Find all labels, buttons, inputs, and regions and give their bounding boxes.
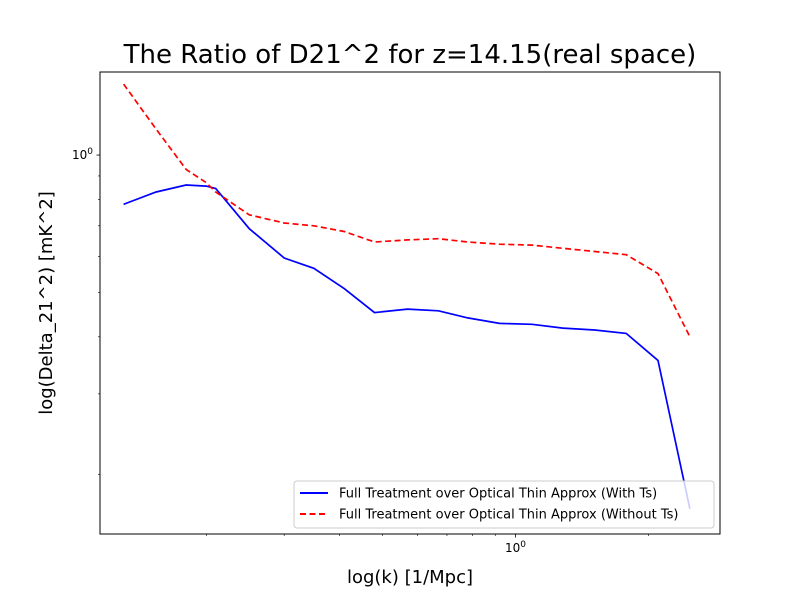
legend: Full Treatment over Optical Thin Approx … xyxy=(293,480,715,529)
chart-title: The Ratio of D21^2 for z=14.15(real spac… xyxy=(123,40,697,70)
legend-box xyxy=(293,480,715,529)
y-axis-label: log(Delta_21^2) [mK^2] xyxy=(36,191,57,415)
x-axis-label: log(k) [1/Mpc] xyxy=(347,567,473,588)
plot-frame xyxy=(99,71,721,535)
legend-label-without-ts: Full Treatment over Optical Thin Approx … xyxy=(339,508,678,523)
legend-label-with-ts: Full Treatment over Optical Thin Approx … xyxy=(339,487,657,502)
x-tick-label: 100 xyxy=(505,540,526,555)
y-tick-label: 100 xyxy=(72,147,93,162)
series-line-with-ts xyxy=(123,184,691,510)
series-line-without-ts xyxy=(122,83,691,338)
plot-area xyxy=(122,83,691,510)
axis-ticks: 100 100 xyxy=(72,147,649,555)
